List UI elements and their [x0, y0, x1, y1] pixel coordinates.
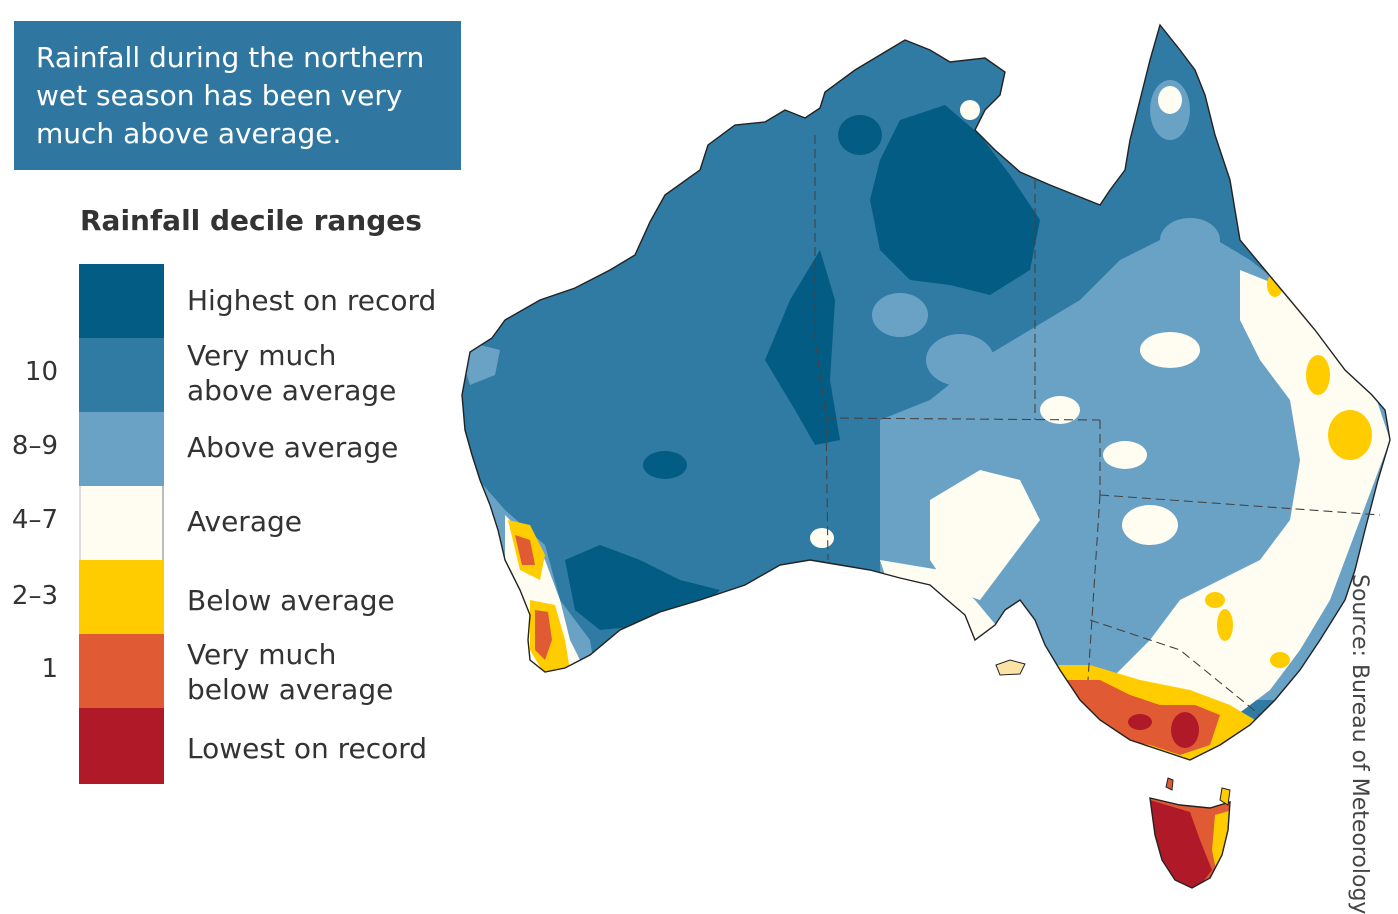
lowest-on-record-patch [1092, 722, 1104, 738]
headline-banner: Rainfall during the northern wet season … [14, 21, 461, 170]
legend-decile-1: 1 [41, 654, 58, 684]
below-average-patch [1270, 652, 1290, 668]
below-average-patch [1306, 355, 1330, 395]
very-much-below-average-patch [1030, 646, 1042, 664]
highest-on-record-patch [838, 115, 882, 155]
headline-text: Rainfall during the northern wet season … [36, 41, 425, 150]
mainland [461, 23, 1391, 761]
above-average-patch [872, 293, 928, 337]
king-island [1165, 777, 1174, 791]
below-average-patch [1012, 628, 1028, 652]
below-average-patch [1267, 273, 1283, 297]
highest-on-record-zone-west [765, 250, 840, 445]
average-patch [1158, 86, 1182, 114]
very-much-below-average-zone-sw-tip [535, 610, 552, 660]
legend-decile-10: 10 [24, 357, 58, 387]
very-much-below-average-zone-sw [515, 535, 535, 565]
legend-decile-4-7: 4–7 [11, 505, 58, 535]
below-average-patch [1328, 410, 1372, 460]
above-average-zone-nw [462, 345, 500, 385]
source-credit: Source: Bureau of Meteorology [1347, 574, 1372, 914]
tasmania [1149, 777, 1231, 889]
legend-label-very-much-below-average: Very much below average [187, 638, 394, 706]
border-nt-sa [825, 417, 1101, 421]
legend-label-average: Average [187, 505, 302, 538]
legend-swatch-very-much-above-average [79, 338, 164, 412]
kangaroo-island-shape [995, 659, 1026, 676]
average-patch [1103, 441, 1147, 469]
legend-label-lowest-on-record: Lowest on record [187, 732, 428, 765]
legend-swatch-lowest-on-record [79, 708, 164, 784]
legend-decile-2-3: 2–3 [11, 581, 58, 611]
state-borders [814, 135, 1381, 716]
above-average-patch [926, 334, 994, 386]
highest-on-record-zone-central [870, 105, 1040, 295]
legend-swatch-below-average [79, 560, 164, 634]
tasmania-coastline [1149, 797, 1231, 889]
average-patch [960, 100, 980, 120]
above-average-patch [1160, 218, 1220, 262]
average-zone-central [930, 470, 1040, 600]
lowest-on-record-patch [1128, 714, 1152, 730]
below-average-patch [1205, 592, 1225, 608]
below-average-patch [1217, 609, 1233, 641]
legend-label-very-much-above-average: Very much above average [187, 339, 397, 407]
average-patch [810, 528, 834, 548]
kangaroo-island [995, 659, 1026, 676]
average-patch [1140, 332, 1200, 368]
legend-title: Rainfall decile ranges [80, 204, 422, 237]
average-patch [1122, 505, 1178, 545]
legend-swatch-very-much-below-average [79, 634, 164, 708]
lowest-on-record-patch [1171, 712, 1199, 748]
legend-label-below-average: Below average [187, 584, 395, 617]
border-nsw-vic [1089, 619, 1261, 716]
border-qld-nsw [1099, 494, 1381, 516]
legend-decile-8-9: 8–9 [11, 431, 58, 461]
border-wa-nt-sa [814, 135, 829, 561]
legend-swatch-highest-on-record [79, 264, 164, 338]
mainland-coastline [461, 23, 1391, 761]
flinders-island [1219, 787, 1231, 806]
legend-label-above-average: Above average [187, 431, 399, 464]
average-patch [1040, 396, 1080, 424]
border-sa-nsw-vic [1087, 494, 1101, 681]
legend-swatch-average [79, 486, 164, 560]
highest-on-record-patch [643, 451, 687, 479]
legend-label-highest-on-record: Highest on record [187, 284, 437, 317]
legend-swatch-above-average [79, 412, 164, 486]
